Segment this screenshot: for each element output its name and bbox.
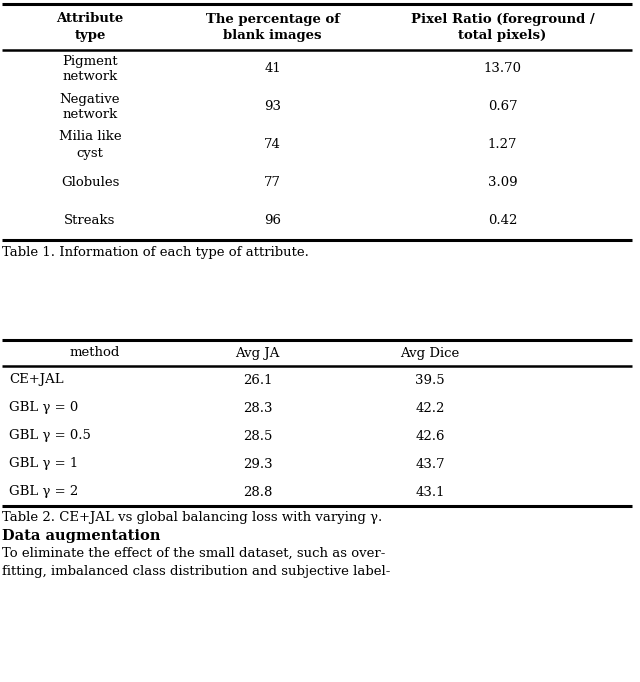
Text: 93: 93 [264,100,281,113]
Text: CE+JAL: CE+JAL [9,374,63,387]
Text: Negative
network: Negative network [60,93,120,121]
Text: Avg JA: Avg JA [236,346,280,359]
Text: Pixel Ratio (foreground /
total pixels): Pixel Ratio (foreground / total pixels) [411,12,595,42]
Text: Avg Dice: Avg Dice [401,346,460,359]
Text: 42.6: 42.6 [415,430,445,443]
Text: 43.1: 43.1 [415,486,445,499]
Text: GBL γ = 1: GBL γ = 1 [9,458,78,471]
Text: Streaks: Streaks [64,215,116,228]
Text: 29.3: 29.3 [243,458,272,471]
Text: 13.70: 13.70 [483,63,522,76]
Text: 77: 77 [264,177,281,190]
Text: 39.5: 39.5 [415,374,445,387]
Text: 42.2: 42.2 [415,402,445,415]
Text: Milia like
cyst: Milia like cyst [59,130,122,160]
Text: Attribute
type: Attribute type [56,12,124,42]
Text: 43.7: 43.7 [415,458,445,471]
Text: GBL γ = 2: GBL γ = 2 [9,486,78,499]
Text: Globules: Globules [61,177,119,190]
Text: 96: 96 [264,215,281,228]
Text: 41: 41 [264,63,281,76]
Text: 28.3: 28.3 [243,402,272,415]
Text: GBL γ = 0: GBL γ = 0 [9,402,78,415]
Text: Table 1. Information of each type of attribute.: Table 1. Information of each type of att… [2,246,309,259]
Text: 0.67: 0.67 [488,100,517,113]
Text: 1.27: 1.27 [488,138,517,151]
Text: 74: 74 [264,138,281,151]
Text: To eliminate the effect of the small dataset, such as over-
fitting, imbalanced : To eliminate the effect of the small dat… [2,547,390,578]
Text: Data augmentation: Data augmentation [2,529,161,543]
Text: The percentage of
blank images: The percentage of blank images [205,12,339,42]
Text: 0.42: 0.42 [488,215,517,228]
Text: 26.1: 26.1 [243,374,272,387]
Text: Table 2. CE+JAL vs global balancing loss with varying γ.: Table 2. CE+JAL vs global balancing loss… [2,511,382,524]
Text: GBL γ = 0.5: GBL γ = 0.5 [9,430,91,443]
Text: Pigment
network: Pigment network [62,55,118,83]
Text: 28.8: 28.8 [243,486,272,499]
Text: 3.09: 3.09 [488,177,517,190]
Text: 28.5: 28.5 [243,430,272,443]
Text: method: method [70,346,120,359]
